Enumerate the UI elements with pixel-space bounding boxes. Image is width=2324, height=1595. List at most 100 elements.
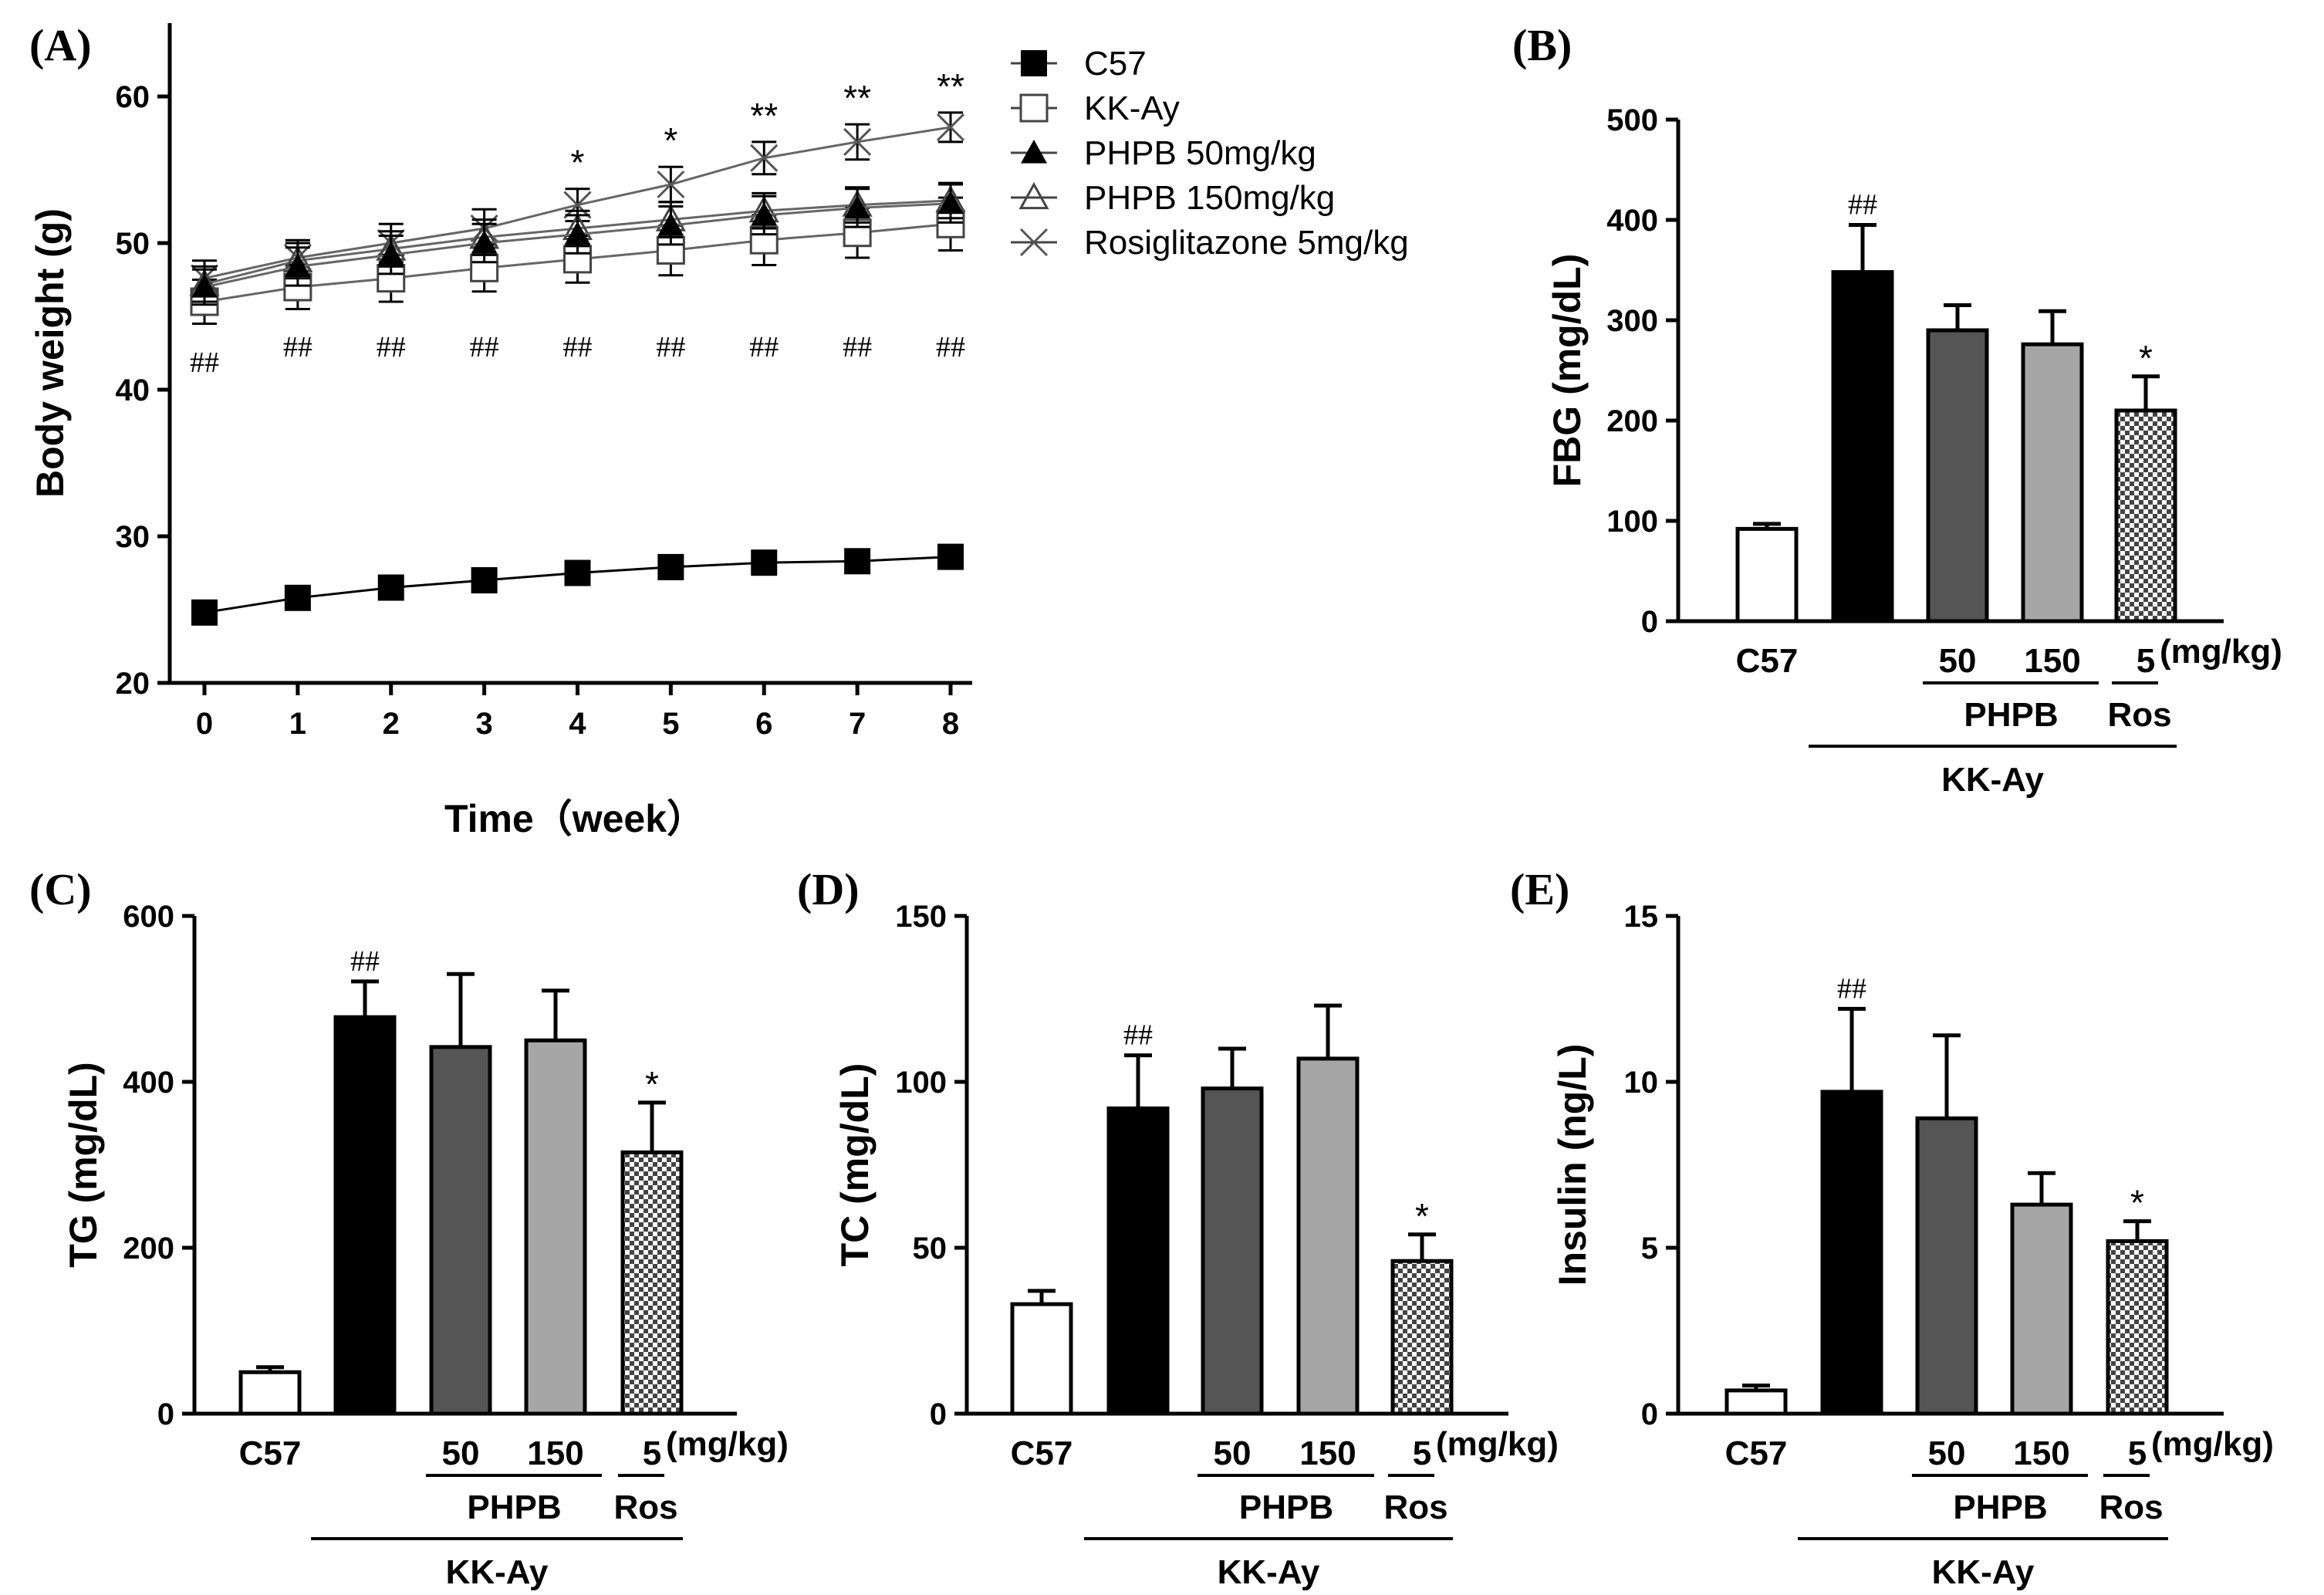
panel-a-significance-star: ** [937,66,964,106]
panel-c-ros-label: Ros [613,1489,677,1526]
panel-e-bar [2106,1238,2169,1416]
panel-a-data-point [749,225,779,255]
legend-marker [1021,140,1047,164]
legend-marker [1018,181,1049,210]
panel-a-significance-hash: ## [749,331,779,363]
panel-c-phpb-label: PHPB [467,1489,561,1526]
panel-c-y-tick-label: 600 [123,900,174,934]
legend-label: Rosiglitazone 5mg/kg [1084,224,1409,262]
panel-e-y-axis-title: Insulin (ng/L) [1551,1044,1594,1286]
panel-b-y-tick-label: 300 [1606,304,1658,338]
panel-a-data-point [657,212,684,236]
panel-a-data-point [191,274,218,298]
panel-d-y-tick-label: 50 [913,1232,948,1266]
panel-e-significance-mark: ## [1837,972,1866,1005]
panel-b-y-tick-label: 500 [1606,103,1658,137]
panel-a-data-point [936,113,965,141]
panel-a-data-point [751,549,778,576]
panel-b-bar [1926,328,1989,623]
legend-label: KK-Ay [1084,90,1180,127]
legend-marker [1019,228,1049,257]
panel-d-bar-chart: (D) 0 50 100 150 TC (mg/dL) ## * C57 50 150 5 (mg/kg… [797,864,1559,1591]
panel-a-significance-star: * [571,143,585,183]
panel-a-data-point [377,574,404,601]
panel-a-significance-hash: ## [190,346,219,379]
legend-marker [1021,50,1047,76]
panel-c-bar [429,1045,492,1416]
panel-d-category-label: 5 [1413,1434,1431,1472]
panel-c-y-tick-label: 400 [123,1066,174,1100]
panel-e-phpb-label: PHPB [1953,1489,2047,1526]
panel-d-ros-label: Ros [1383,1489,1447,1526]
panel-b-bar [1735,526,1799,623]
panel-e-category-label: 50 [1928,1434,1966,1472]
panel-b-ros-label: Ros [2107,696,2171,734]
panel-a-significance-hash: ## [843,331,872,363]
panel-a-data-point [844,548,871,575]
panel-d-significance-mark: * [1415,1196,1429,1236]
panel-a-x-axis-title: Time（week） [444,797,705,840]
panel-a-x-tick-label: 5 [662,707,679,741]
panel-a-y-tick-label: 30 [116,520,150,554]
panel-a-significance-star: ** [843,78,871,118]
panel-a-significance-hash: ## [563,331,593,363]
panel-c-unit-label: (mg/kg) [666,1425,789,1463]
panel-c-bar [238,1370,302,1416]
panel-a-data-point [471,230,498,254]
panel-c-y-tick-label: 0 [157,1397,174,1431]
panel-a-series-c57 [191,543,964,626]
panel-c-bar [524,1038,587,1416]
panel-e-category-label: 5 [2128,1434,2147,1472]
panel-e-y-tick-label: 10 [1624,1066,1659,1100]
panel-a-data-point [657,170,685,199]
panel-c-category-label: 5 [643,1434,661,1472]
panel-a-data-point [751,201,778,226]
panel-e-category-label: 150 [2013,1434,2069,1472]
panel-a-x-tick-label: 6 [755,707,772,741]
panel-c-significance-mark: * [645,1064,659,1104]
panel-a-data-point [844,194,871,218]
panel-a-data-point [377,242,404,265]
panel-a-significance-hash: ## [283,331,312,363]
panel-d-bar [1201,1086,1264,1416]
legend-label: C57 [1084,45,1147,83]
panel-a-x-tick-label: 8 [942,707,959,741]
panel-b-unit-label: (mg/kg) [2160,633,2282,671]
panel-d-y-tick-label: 0 [930,1397,947,1431]
panel-d-letter: (D) [797,864,860,914]
panel-b-bar [1831,270,1894,623]
panel-a-significance-hash: ## [470,331,499,363]
panel-b-category-label: 5 [2137,642,2155,680]
panel-b-y-tick-label: 200 [1606,404,1658,438]
panel-e-significance-mark: * [2130,1183,2144,1223]
panel-a-data-point [563,191,592,219]
panel-d-bar [1106,1106,1170,1416]
panel-d-category-label: C57 [1011,1434,1073,1472]
panel-e-y-tick-label: 15 [1624,900,1659,934]
panel-b-kkay-label: KK-Ay [1941,761,2044,799]
panel-a-data-point [937,543,964,570]
panel-c-significance-mark: ## [350,945,380,978]
panel-b-y-axis-title: FBG (mg/dL) [1545,254,1589,488]
panel-e-bar [1820,1090,1883,1416]
panel-a-x-tick-label: 0 [196,707,213,741]
legend-marker [1019,93,1049,123]
panel-b-y-tick-label: 100 [1606,505,1658,539]
panel-a-data-point [191,599,218,626]
panel-a-data-point [471,567,498,593]
panel-a-x-tick-label: 3 [476,707,493,741]
panel-a-significance-star: * [664,120,677,161]
panel-e-unit-label: (mg/kg) [2151,1425,2274,1463]
panel-b-y-tick-label: 400 [1606,204,1658,238]
panel-b-category-label: 50 [1939,642,1977,680]
panel-a-data-point [564,559,591,586]
panel-d-bar [1390,1259,1454,1416]
panel-a-significance-star: ** [750,96,778,136]
panel-a-x-tick-label: 7 [849,707,866,741]
panel-a-data-point [750,144,779,172]
panel-a-data-point [564,221,591,245]
panel-e-category-label: C57 [1725,1434,1788,1472]
panel-d-kkay-label: KK-Ay [1218,1553,1320,1591]
